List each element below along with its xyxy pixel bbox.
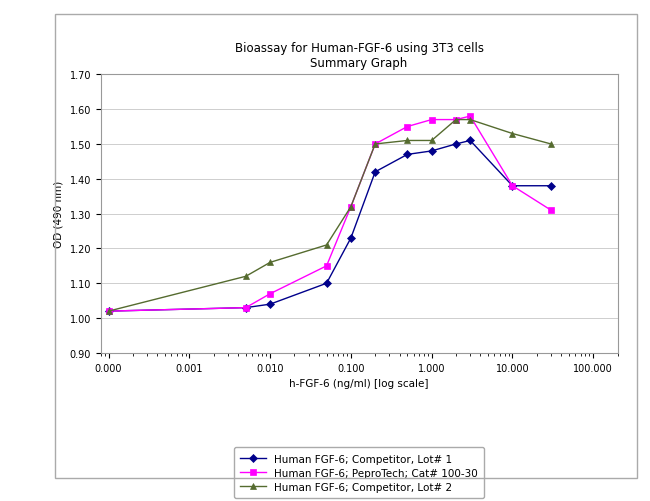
Human FGF-6; Competitor, Lot# 2 — [466, 117, 474, 123]
Human FGF-6; Competitor, Lot# 2 — [428, 138, 436, 144]
Human FGF-6; PeproTech; Cat# 100-30 — [508, 183, 516, 189]
Human FGF-6; PeproTech; Cat# 100-30 — [428, 117, 436, 123]
Human FGF-6; Competitor, Lot# 2 — [322, 242, 330, 248]
Line: Human FGF-6; PeproTech; Cat# 100-30: Human FGF-6; PeproTech; Cat# 100-30 — [106, 114, 554, 314]
Human FGF-6; Competitor, Lot# 2 — [371, 142, 379, 148]
Human FGF-6; Competitor, Lot# 1 — [371, 169, 379, 175]
Human FGF-6; PeproTech; Cat# 100-30 — [547, 208, 555, 214]
Line: Human FGF-6; Competitor, Lot# 1: Human FGF-6; Competitor, Lot# 1 — [106, 138, 554, 314]
Human FGF-6; Competitor, Lot# 2 — [266, 260, 274, 266]
Human FGF-6; PeproTech; Cat# 100-30 — [322, 264, 330, 270]
Title: Bioassay for Human-FGF-6 using 3T3 cells
Summary Graph: Bioassay for Human-FGF-6 using 3T3 cells… — [235, 42, 484, 70]
Human FGF-6; Competitor, Lot# 1 — [452, 142, 460, 148]
Human FGF-6; Competitor, Lot# 1 — [105, 309, 112, 315]
Human FGF-6; Competitor, Lot# 1 — [508, 183, 516, 189]
Human FGF-6; Competitor, Lot# 1 — [266, 302, 274, 308]
Human FGF-6; Competitor, Lot# 2 — [347, 204, 355, 210]
Line: Human FGF-6; Competitor, Lot# 2: Human FGF-6; Competitor, Lot# 2 — [106, 118, 554, 314]
Human FGF-6; PeproTech; Cat# 100-30 — [404, 124, 411, 130]
Human FGF-6; PeproTech; Cat# 100-30 — [466, 114, 474, 120]
Human FGF-6; Competitor, Lot# 2 — [242, 274, 250, 280]
Human FGF-6; Competitor, Lot# 1 — [322, 281, 330, 287]
Human FGF-6; PeproTech; Cat# 100-30 — [266, 291, 274, 297]
Human FGF-6; Competitor, Lot# 2 — [547, 142, 555, 148]
Human FGF-6; Competitor, Lot# 2 — [508, 131, 516, 137]
Human FGF-6; PeproTech; Cat# 100-30 — [105, 309, 112, 315]
Human FGF-6; PeproTech; Cat# 100-30 — [371, 142, 379, 148]
Human FGF-6; Competitor, Lot# 1 — [404, 152, 411, 158]
Human FGF-6; Competitor, Lot# 1 — [547, 183, 555, 189]
X-axis label: h-FGF-6 (ng/ml) [log scale]: h-FGF-6 (ng/ml) [log scale] — [289, 378, 429, 388]
Legend: Human FGF-6; Competitor, Lot# 1, Human FGF-6; PeproTech; Cat# 100-30, Human FGF-: Human FGF-6; Competitor, Lot# 1, Human F… — [234, 447, 484, 498]
Human FGF-6; PeproTech; Cat# 100-30 — [452, 117, 460, 123]
Human FGF-6; Competitor, Lot# 1 — [466, 138, 474, 144]
Human FGF-6; Competitor, Lot# 1 — [428, 149, 436, 155]
Y-axis label: OD (490 nm): OD (490 nm) — [54, 181, 64, 247]
Human FGF-6; Competitor, Lot# 2 — [452, 117, 460, 123]
Human FGF-6; PeproTech; Cat# 100-30 — [347, 204, 355, 210]
Human FGF-6; Competitor, Lot# 1 — [347, 235, 355, 241]
Human FGF-6; Competitor, Lot# 1 — [242, 305, 250, 311]
Human FGF-6; Competitor, Lot# 2 — [404, 138, 411, 144]
Human FGF-6; Competitor, Lot# 2 — [105, 309, 112, 315]
Human FGF-6; PeproTech; Cat# 100-30 — [242, 305, 250, 311]
